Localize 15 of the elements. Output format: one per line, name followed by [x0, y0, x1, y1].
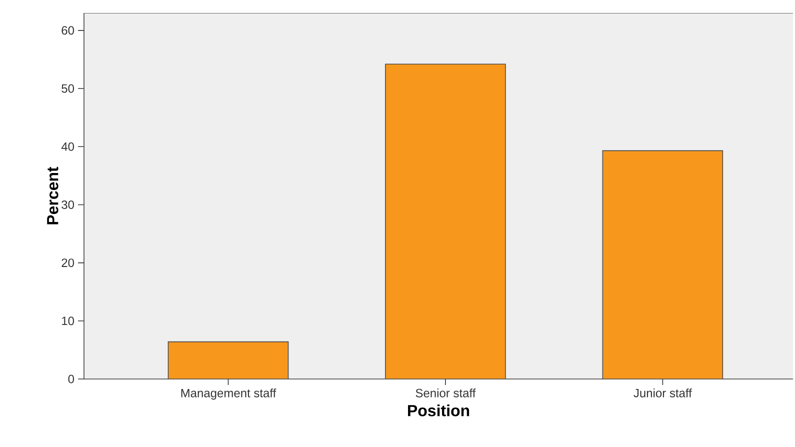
y-tick-label: 0 [68, 374, 74, 384]
y-tick-label: 50 [62, 84, 74, 93]
y-tick-label: 20 [62, 258, 74, 268]
y-tick-label: 40 [61, 142, 74, 151]
y-tick-label: 10 [62, 316, 74, 326]
y-axis-title: Percent [47, 166, 58, 224]
x-tick-label: Management staff [181, 388, 276, 400]
bar [168, 341, 289, 379]
x-tick-label: Junior staff [634, 388, 692, 398]
y-tick-label: 30 [62, 200, 74, 209]
x-axis-title: Position [408, 404, 470, 416]
x-tick-label: Senior staff [416, 388, 476, 398]
y-tick-label: 60 [62, 26, 74, 35]
bar [602, 150, 724, 379]
bar [385, 64, 506, 379]
